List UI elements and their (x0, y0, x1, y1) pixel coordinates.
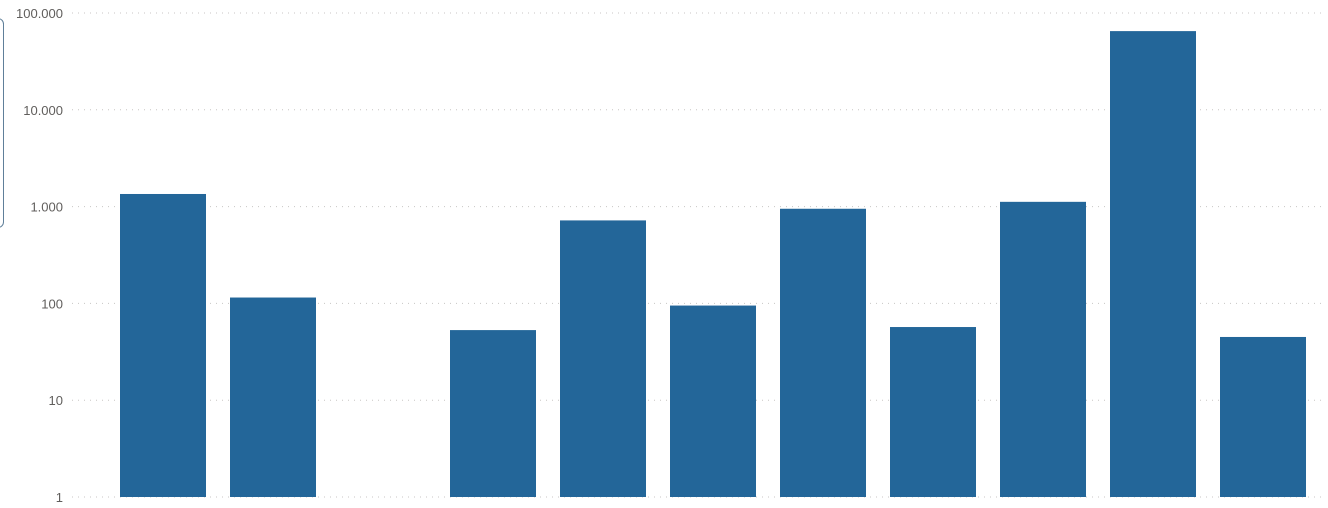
y-tick-label: 100.000 (16, 6, 63, 21)
y-tick-label: 10 (49, 393, 63, 408)
bars (120, 31, 1306, 498)
bar[interactable] (560, 220, 646, 497)
y-tick-label: 1.000 (30, 200, 63, 215)
bar[interactable] (780, 208, 866, 497)
bar[interactable] (1000, 201, 1086, 497)
y-axis-ticks: 1 10 100 1.000 10.000 100.000 (16, 6, 63, 505)
y-tick-label: 100 (41, 296, 63, 311)
y-tick-label: 1 (56, 490, 63, 505)
bar[interactable] (120, 193, 206, 497)
bar[interactable] (450, 330, 536, 497)
bar[interactable] (890, 327, 976, 497)
bar[interactable] (1220, 336, 1306, 497)
bar[interactable] (230, 297, 316, 497)
bar[interactable] (1110, 31, 1196, 498)
y-tick-label: 10.000 (23, 103, 63, 118)
bar[interactable] (670, 305, 756, 497)
